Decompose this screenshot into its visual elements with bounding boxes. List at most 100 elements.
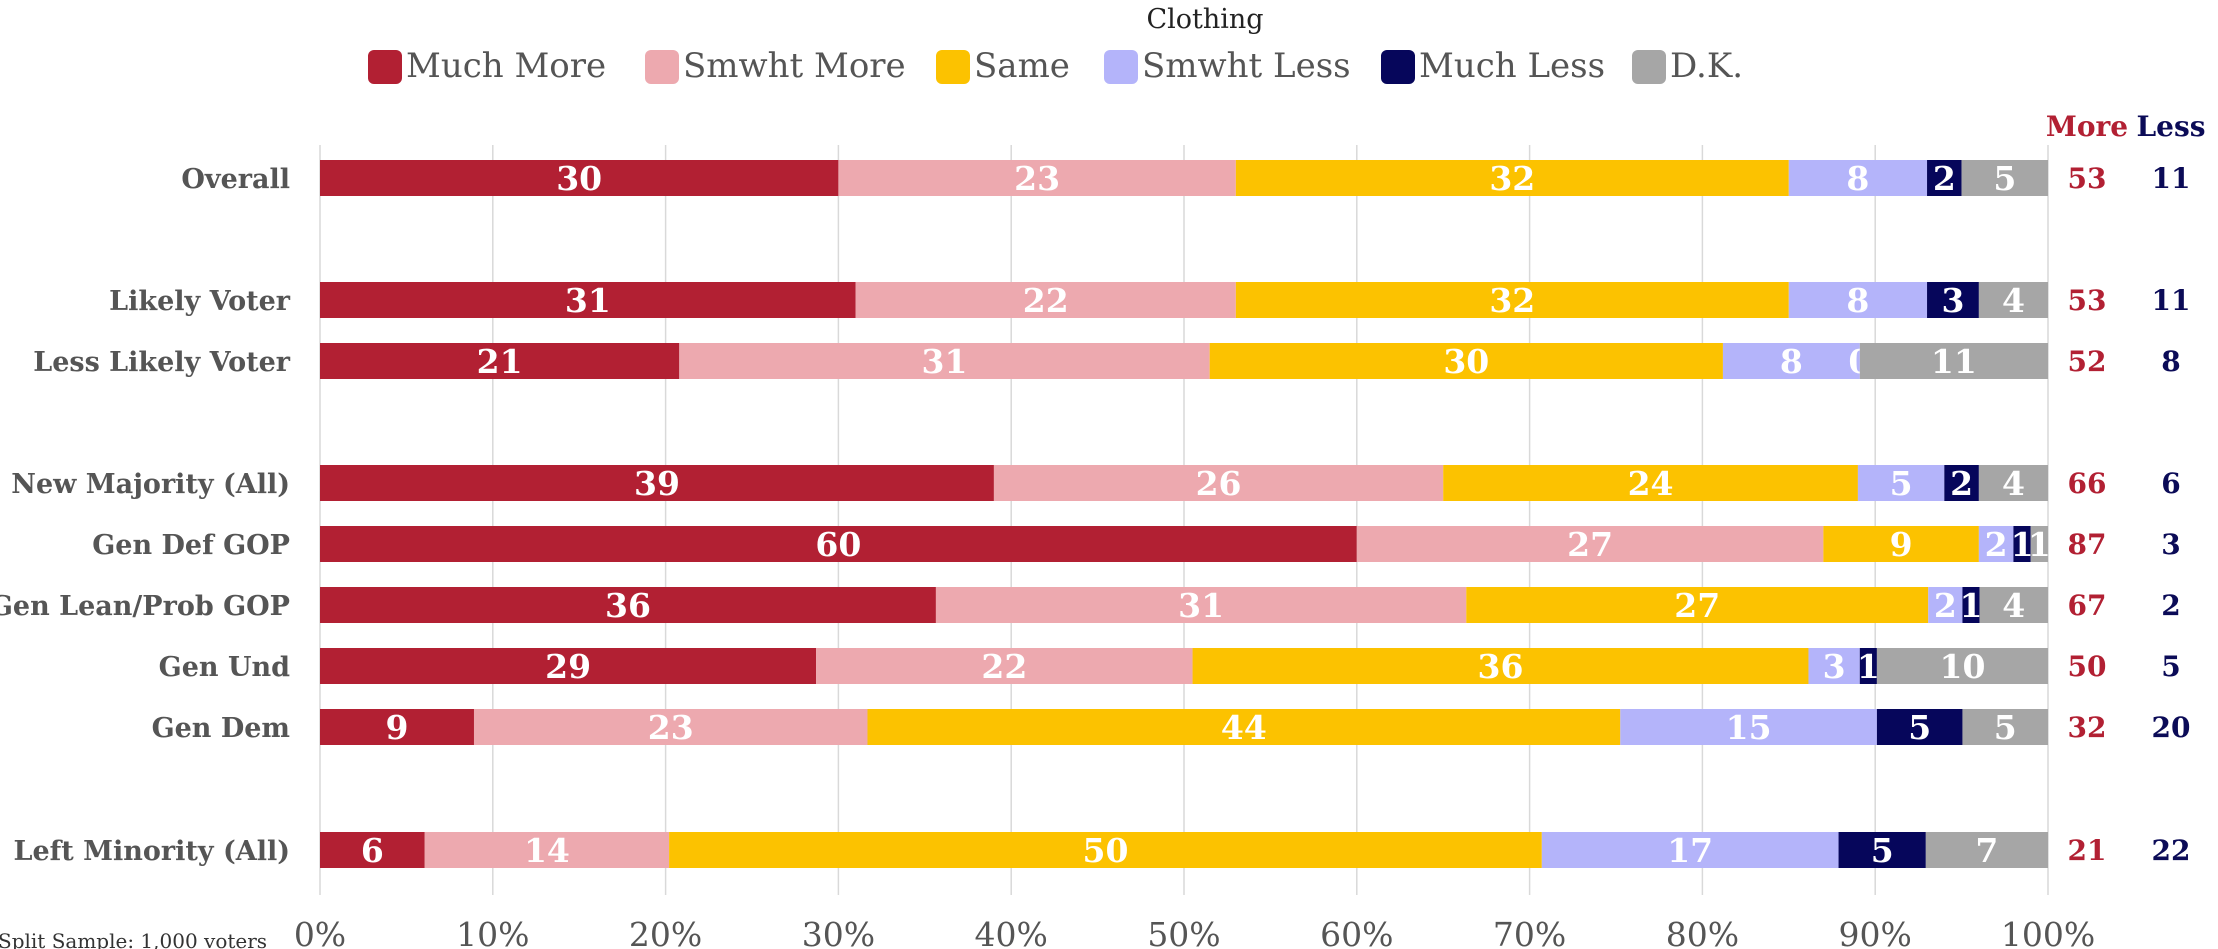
bar-segment [1209, 343, 1723, 379]
more-header: More [2046, 110, 2128, 143]
data-label: 36 [1478, 647, 1524, 686]
legend: Much More Smwht More Same Smwht Less Much Le… [368, 46, 1743, 86]
more-value: 67 [2068, 589, 2107, 622]
data-label: 1 [1857, 647, 1880, 686]
bar-segment [1823, 526, 1979, 562]
more-value: 52 [2068, 345, 2107, 378]
data-label: 5 [1994, 708, 2017, 747]
data-label: 22 [981, 647, 1027, 686]
data-label: 31 [565, 281, 611, 320]
x-tick-label: 40% [975, 915, 1048, 949]
less-value: 6 [2161, 467, 2180, 500]
data-label: 23 [648, 708, 694, 747]
x-tick-label: 30% [802, 915, 875, 949]
bar-segment [1859, 648, 1877, 684]
bar-segment [320, 465, 994, 501]
bar-segment [1356, 526, 1824, 562]
more-value: 66 [2068, 467, 2107, 500]
bar-segment [1944, 465, 1979, 501]
bar-segment [679, 343, 1210, 379]
x-tick-label: 70% [1493, 915, 1566, 949]
data-label: 5 [1993, 159, 2016, 198]
data-label: 27 [1567, 525, 1613, 564]
legend-swatch [936, 50, 970, 84]
data-label: 15 [1726, 708, 1772, 747]
row-labels: Overall Likely Voter Less Likely Voter New … [0, 164, 291, 867]
chart-title: Clothing [1146, 4, 1263, 35]
data-label: 23 [1014, 159, 1060, 198]
less-value: 3 [2161, 528, 2180, 561]
data-label: 1 [1960, 586, 1983, 625]
data-label: 50 [1082, 831, 1128, 870]
bar-segment [935, 587, 1467, 623]
legend-label: Same [974, 46, 1070, 86]
row-label: Gen Def GOP [92, 530, 290, 561]
data-label: 10 [1939, 647, 1985, 686]
data-label: 44 [1221, 708, 1267, 747]
bar-segment [1978, 526, 2014, 562]
data-label: 29 [545, 647, 591, 686]
bar-segment [1961, 160, 2048, 196]
data-label: 1 [2011, 525, 2034, 564]
data-label: 36 [605, 586, 651, 625]
bar-segment [1788, 160, 1928, 196]
legend-label: Smwht Less [1142, 46, 1351, 86]
data-label: 1 [2028, 525, 2051, 564]
legend-label: Much Less [1419, 46, 1605, 86]
bar-segment [1235, 160, 1789, 196]
x-tick-label: 100% [2001, 915, 2095, 949]
less-value: 8 [2161, 345, 2180, 378]
bar-segment [320, 709, 474, 745]
data-label: 5 [1871, 831, 1894, 870]
more-value: 53 [2068, 162, 2107, 195]
x-tick-label: 50% [1147, 915, 1220, 949]
row-label: Left Minority (All) [14, 836, 291, 867]
x-axis: 0% 10% 20% 30% 40% 50% 60% 70% 80% 90% 100% [294, 915, 2095, 949]
bar-segment [1859, 343, 2048, 379]
data-label: 2 [1933, 159, 1956, 198]
row-label: Overall [181, 164, 290, 195]
legend-swatch [368, 50, 402, 84]
x-tick-label: 60% [1320, 915, 1393, 949]
bar-segment [473, 709, 868, 745]
row-label: Less Likely Voter [33, 347, 291, 378]
legend-swatch [1632, 50, 1666, 84]
data-label: 27 [1674, 586, 1720, 625]
data-label: 9 [386, 708, 409, 747]
bar-segment [320, 526, 1357, 562]
data-label: 3 [1941, 281, 1964, 320]
data-label: 14 [524, 831, 570, 870]
bar-segment [1962, 587, 1980, 623]
less-value: 2 [2161, 589, 2180, 622]
x-tick-label: 90% [1839, 915, 1912, 949]
less-value: 5 [2161, 650, 2180, 683]
bar-segment [320, 832, 425, 868]
less-header: Less [2136, 110, 2205, 143]
bar-segment [1876, 709, 1963, 745]
bar-segment [1978, 465, 2048, 501]
bar-segment [1838, 832, 1926, 868]
data-label: 3 [1823, 647, 1846, 686]
more-value: 87 [2068, 528, 2107, 561]
more-value: 21 [2068, 834, 2107, 867]
footnote: Split Sample: 1,000 voters [0, 929, 267, 949]
data-label: 2 [1985, 525, 2008, 564]
bars: 3023328253122328342131308011392624524602… [320, 159, 2051, 870]
data-label: 5 [1908, 708, 1931, 747]
row-label: Gen Lean/Prob GOP [0, 591, 290, 622]
data-label: 17 [1667, 831, 1713, 870]
bar-segment [1978, 282, 2048, 318]
less-value: 11 [2152, 284, 2191, 317]
bar-segment [1788, 282, 1928, 318]
row-label: Likely Voter [109, 286, 291, 317]
data-label: 26 [1196, 464, 1242, 503]
data-label: 22 [1023, 281, 1069, 320]
bar-segment [1620, 709, 1877, 745]
bar-segment [855, 282, 1236, 318]
legend-swatch [1381, 50, 1415, 84]
data-label: 24 [1628, 464, 1674, 503]
bar-segment [867, 709, 1621, 745]
legend-swatch [645, 50, 679, 84]
bar-segment [320, 282, 856, 318]
data-label: 4 [2002, 281, 2025, 320]
